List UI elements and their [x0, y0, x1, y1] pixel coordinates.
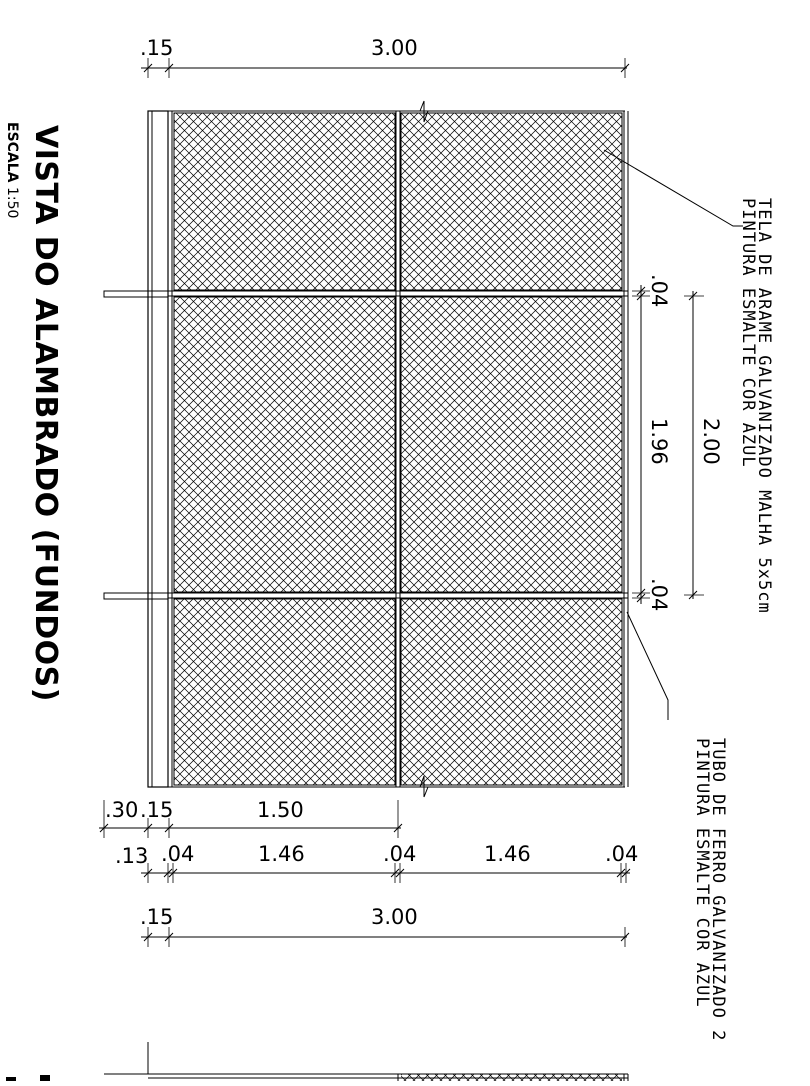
mesh-panel: [173, 598, 396, 786]
brace-stub: [103, 290, 168, 298]
scale-label: ESCALA 1:50: [4, 122, 20, 218]
dim-height-total: 2.00: [699, 418, 723, 465]
bottom-dimension-row1: .30 .15 1.50: [99, 798, 403, 838]
annotations: TELA DE ARAME GALVANIZADO MALHA 5x5cm PI…: [603, 149, 774, 1041]
note-tubo-line2: PINTURA ESMALTE COR AZUL: [692, 738, 712, 1008]
title-block: VISTA DO ALAMBRADO (FUNDOS) ESCALA 1:50: [4, 122, 63, 702]
dim-bottom-bar1: .04: [161, 842, 194, 866]
dim-lower-total: 3.00: [371, 905, 418, 929]
dim-top-post: .15: [140, 36, 173, 60]
top-dimension: .15 3.00: [140, 36, 630, 78]
dim-panel-height: 1.96: [647, 418, 671, 465]
mesh-panel: [400, 296, 623, 593]
mesh-panel: [400, 112, 623, 291]
note-tela-line1: TELA DE ARAME GALVANIZADO MALHA 5x5cm: [754, 198, 774, 614]
dim-bottom-bar3: .04: [605, 842, 638, 866]
dim-bottom-panel2: 1.46: [484, 842, 531, 866]
fence-elevation: [103, 100, 629, 798]
main-post: [147, 110, 169, 788]
leader-line: [626, 611, 669, 720]
dim-bottom-bar2: .04: [383, 842, 416, 866]
note-tela-line2: PINTURA ESMALTE COR AZUL: [738, 198, 758, 468]
dim-bottom-base: .30: [105, 798, 138, 822]
dim-top-total: 3.00: [371, 36, 418, 60]
next-elevation-partial: [6, 1042, 629, 1081]
dim-bottom-panel1: 1.46: [258, 842, 305, 866]
lower-dimension: .15 3.00: [140, 905, 630, 947]
dim-bar-top: .04: [647, 274, 671, 307]
mesh-panel: [400, 598, 623, 786]
break-symbol: [419, 775, 429, 798]
drawing-title: VISTA DO ALAMBRADO (FUNDOS): [28, 125, 63, 702]
leader-line: [603, 149, 743, 227]
right-dimension: 2.00 .04 1.96 .04: [632, 274, 723, 611]
note-tubo-line1: TUBO DE FERRO GALVANIZADO 2: [708, 738, 728, 1041]
mesh-panel: [173, 296, 396, 593]
dim-bottom-post: .15: [140, 798, 173, 822]
bottom-dimension-row2: .13 .04 1.46 .04 1.46 .04: [115, 842, 638, 883]
brace-stub: [103, 592, 168, 600]
dim-bottom-half: 1.50: [257, 798, 304, 822]
dim-lower-post: .15: [140, 905, 173, 929]
break-symbol: [419, 100, 429, 123]
mesh-panel: [173, 112, 396, 291]
dim-bottom-offset: .13: [115, 844, 148, 868]
dim-bar-bottom: .04: [647, 578, 671, 611]
